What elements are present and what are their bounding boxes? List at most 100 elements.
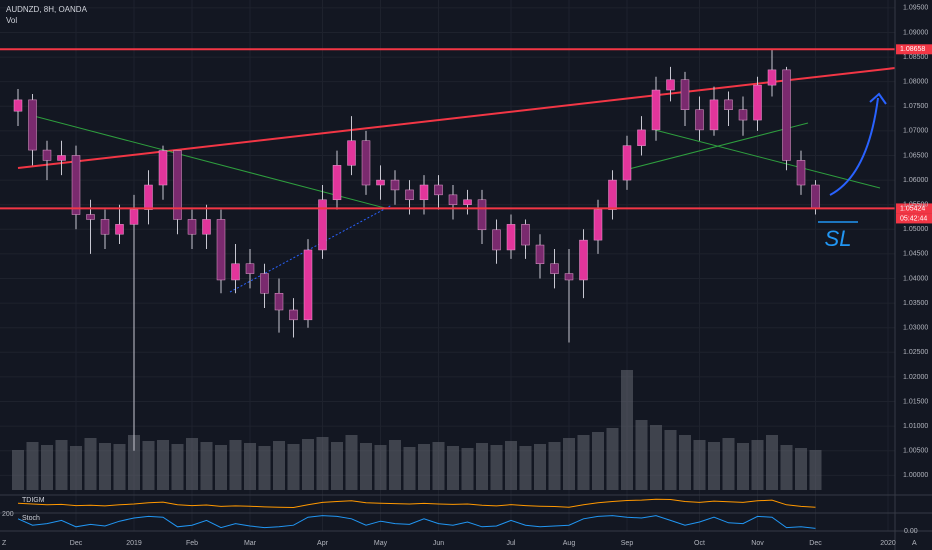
arrow [829, 97, 879, 196]
candle-body [376, 179, 385, 186]
volume-bar [650, 425, 662, 490]
side-label: 200 [2, 511, 14, 518]
candle-body [289, 309, 298, 321]
candle-body [86, 214, 95, 220]
volume-bar [766, 435, 778, 490]
y-tick-label: 1.09000 [903, 29, 928, 36]
indicator-line [17, 498, 816, 509]
candle-body [202, 219, 211, 235]
candle-body [796, 160, 806, 186]
stop-loss-label: SL [825, 226, 852, 251]
candle-body [695, 109, 704, 131]
candle-body [405, 189, 414, 201]
candle-body [173, 150, 182, 220]
volume-bar [577, 435, 590, 490]
y-tick-label: 1.00500 [903, 448, 928, 455]
volume-bar [708, 442, 720, 490]
volume-bar [41, 445, 53, 490]
candle-body [811, 184, 820, 209]
volume-bar [258, 446, 271, 490]
volume-bar [418, 444, 430, 490]
candle-body [506, 224, 516, 251]
candle-body [187, 219, 197, 235]
candle-body [492, 229, 501, 251]
volume-bar [374, 445, 387, 490]
y-tick-label: 1.03000 [903, 325, 928, 332]
volume-bar [563, 438, 575, 490]
volume-bar [476, 443, 488, 490]
candle-body [332, 165, 342, 201]
candle-body [347, 140, 356, 166]
candle-body [608, 179, 617, 210]
candle-body [115, 224, 124, 235]
volume-bar [606, 428, 619, 490]
indicator-name: TDIGM [22, 497, 45, 504]
horizontal-lines: 1.08658 1.05424 05:42:44 [0, 44, 932, 224]
candle-body [564, 273, 574, 281]
candle-body [303, 249, 313, 321]
candle-body [521, 224, 530, 246]
candle-body [463, 199, 472, 205]
price-tag-label: 1.08658 [900, 46, 925, 53]
x-tick-label: Jun [433, 540, 444, 547]
volume-bar [273, 441, 285, 490]
x-tick-label: 2020 [880, 540, 896, 547]
candle-body [100, 219, 110, 235]
volume-bar [534, 444, 546, 490]
y-tick-label: 1.07000 [903, 128, 928, 135]
candle-body [680, 79, 690, 110]
candle-body [666, 79, 675, 91]
price-tag-label: 1.05424 [900, 205, 925, 212]
volume-bar [186, 438, 198, 490]
volume-bar [389, 440, 401, 490]
volume-bar [157, 440, 169, 490]
x-tick-label: Oct [694, 540, 705, 547]
y-tick-label: 1.00000 [903, 472, 928, 479]
y-tick-label: 1.02000 [903, 374, 928, 381]
x-tick-label: Dec [809, 540, 822, 547]
volume-bar [780, 445, 793, 490]
volume-bar [751, 440, 764, 490]
volume-layer [12, 370, 822, 490]
y-tick-label: 1.05500 [903, 202, 928, 209]
candle-body [42, 149, 52, 161]
volume-bar [737, 443, 749, 490]
candle-body [782, 69, 791, 161]
volume-bar [548, 442, 561, 490]
candle-body [28, 99, 37, 151]
x-tick-label: Apr [317, 540, 329, 547]
countdown-tag [896, 213, 932, 224]
candle-body [550, 263, 559, 274]
candle-body [419, 184, 429, 201]
y-tick-label: 1.04000 [903, 275, 928, 282]
candle-body [477, 199, 487, 231]
x-tick-label: 2019 [126, 540, 142, 547]
volume-bar [171, 444, 184, 490]
candle-body [709, 99, 719, 131]
trendline [624, 122, 809, 171]
volume-bar [345, 435, 358, 490]
volume-bar [244, 443, 256, 490]
x-tick-label: Aug [563, 540, 576, 547]
x-tick-label: Sep [621, 540, 634, 547]
y-tick-label: 1.06500 [903, 152, 928, 159]
candle-body [738, 109, 748, 121]
volume-bar [403, 447, 416, 490]
volume-bar [84, 438, 97, 490]
volume-bar [99, 443, 111, 490]
candle-body [753, 84, 762, 121]
volume-bar [635, 420, 648, 490]
volume-bar [679, 435, 691, 490]
y-tick-label: 1.09500 [903, 5, 928, 12]
volume-bar [316, 437, 329, 490]
countdown: 05:42:44 [900, 215, 927, 222]
trendline [654, 129, 881, 189]
volume-bar [200, 442, 213, 490]
candle-body [144, 184, 153, 210]
x-tick-label: Dec [70, 540, 83, 547]
x-tick-label: Feb [186, 540, 198, 547]
candle-body [318, 199, 327, 251]
volume-bar [331, 442, 343, 490]
volume-bar [795, 448, 807, 490]
